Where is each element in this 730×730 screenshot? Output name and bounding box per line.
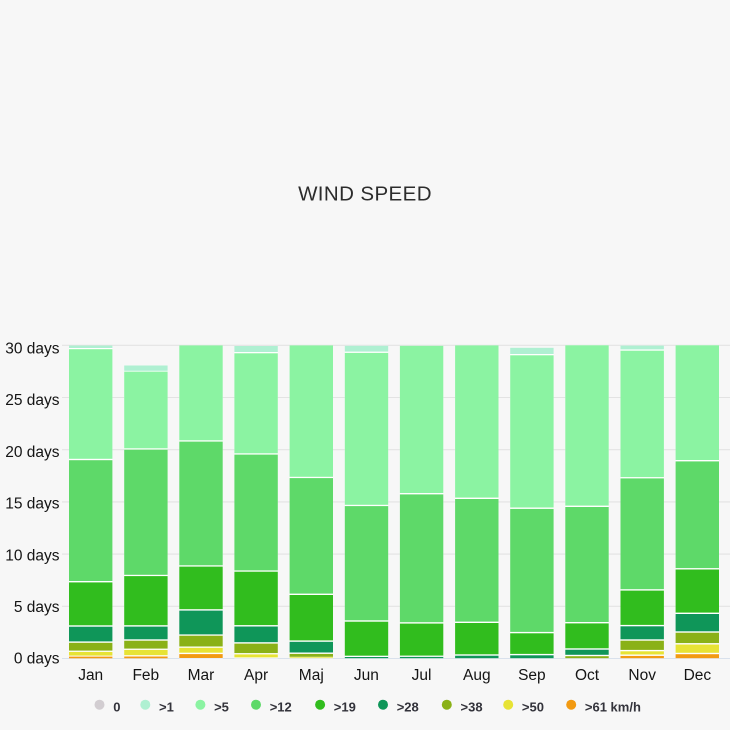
svg-text:Aug: Aug [463,667,491,684]
svg-text:>19: >19 [334,699,356,714]
svg-text:5 days: 5 days [14,599,60,616]
svg-text:30 days: 30 days [5,341,60,358]
svg-text:>38: >38 [461,699,483,714]
svg-text:Oct: Oct [575,667,600,684]
svg-text:Feb: Feb [132,667,159,684]
svg-text:>28: >28 [397,699,419,714]
svg-text:0: 0 [113,699,120,714]
svg-text:>5: >5 [214,699,229,714]
svg-text:10 days: 10 days [5,547,60,564]
svg-text:Jun: Jun [354,667,379,684]
svg-text:20 days: 20 days [5,444,60,461]
svg-text:>12: >12 [270,699,292,714]
svg-text:Maj: Maj [299,667,324,684]
svg-text:Nov: Nov [628,667,656,684]
svg-text:25 days: 25 days [5,392,60,409]
svg-text:WIND SPEED: WIND SPEED [298,183,432,206]
svg-text:>61 km/h: >61 km/h [585,699,641,714]
svg-text:>50: >50 [522,699,544,714]
svg-text:Mar: Mar [188,667,215,684]
svg-text:Apr: Apr [244,667,268,684]
svg-text:Dec: Dec [684,667,712,684]
svg-text:Jan: Jan [78,667,103,684]
svg-text:15 days: 15 days [5,496,60,513]
svg-text:Sep: Sep [518,667,546,684]
svg-text:>1: >1 [159,699,174,714]
svg-text:0 days: 0 days [14,651,60,668]
svg-text:Jul: Jul [412,667,432,684]
